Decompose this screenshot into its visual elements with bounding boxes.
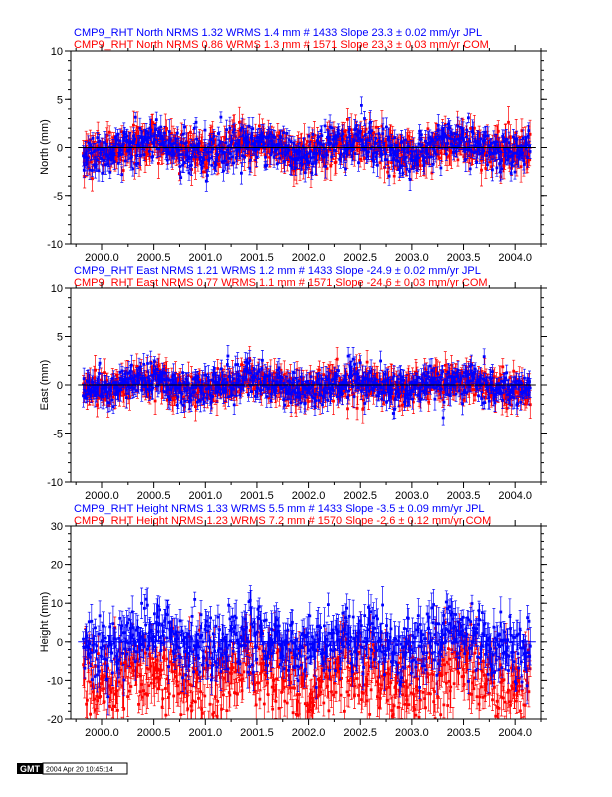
- x-tick-label: 2000.0: [85, 490, 119, 502]
- x-tick-label: 2002.5: [343, 490, 377, 502]
- x-tick-label: 2003.0: [395, 490, 429, 502]
- x-axis: 2000.0 2000.5 2001.0 2001.5 2002.0 2002.5 2003…: [75, 282, 542, 502]
- y-tick-label: 5: [57, 94, 63, 106]
- plot-area: [78, 585, 536, 719]
- x-tick-label: 2000.0: [85, 727, 119, 739]
- height-ylabel: Height (mm): [39, 592, 51, 653]
- x-tick-label: 2004.0: [498, 727, 532, 739]
- east-header-jpl: CMP9_RHT East NRMS 1.21 WRMS 1.2 mm # 14…: [74, 265, 481, 277]
- y-tick-label: 30: [51, 521, 63, 533]
- y-tick-label: 0: [57, 380, 63, 392]
- east-ylabel: East (mm): [39, 360, 51, 411]
- x-tick-label: 2002.0: [292, 490, 326, 502]
- x-tick-label: 2003.5: [447, 490, 481, 502]
- x-tick-label: 2000.5: [137, 727, 171, 739]
- east-header-com: CMP9_RHT East NRMS 0.77 WRMS 1.1 mm # 15…: [74, 277, 488, 289]
- plot-frame: [70, 525, 542, 720]
- y-tick-label: 10: [51, 46, 63, 58]
- x-tick-label: 2002.5: [343, 727, 377, 739]
- x-tick-label: 2000.0: [85, 252, 119, 264]
- x-axis: 2000.0 2000.5 2001.0 2001.5 2002.0 2002.5 2003…: [75, 520, 542, 739]
- y-axis: -10 -5 0 5 10: [47, 283, 547, 489]
- jpl-series: [82, 585, 532, 716]
- x-tick-label: 2001.5: [240, 727, 274, 739]
- height-header-com: CMP9_RHT Height NRMS 1.23 WRMS 7.2 mm # …: [74, 515, 491, 527]
- x-tick-label: 2000.5: [137, 252, 171, 264]
- y-tick-label: -10: [47, 477, 63, 489]
- x-tick-label: 2002.5: [343, 252, 377, 264]
- jpl-points: [82, 104, 532, 183]
- x-tick-label: 2001.5: [240, 252, 274, 264]
- north-header-jpl: CMP9_RHT North NRMS 1.32 WRMS 1.4 mm # 1…: [74, 27, 482, 39]
- jpl-points: [82, 597, 532, 699]
- x-tick-label: 2004.0: [498, 252, 532, 264]
- y-axis: -20 -10 0 10 20 30: [47, 521, 547, 726]
- y-tick-label: -5: [53, 429, 63, 441]
- y-tick-label: 0: [57, 143, 63, 155]
- x-tick-label: 2002.0: [292, 252, 326, 264]
- gmt-footer: GMT 2004 Apr 20 10:45:14: [17, 762, 128, 775]
- gmt-logo: GMT: [20, 764, 40, 774]
- x-tick-label: 2003.5: [447, 252, 481, 264]
- plot-area: [78, 345, 536, 426]
- y-tick-label: 20: [51, 560, 63, 572]
- y-tick-label: 10: [51, 283, 63, 295]
- x-tick-label: 2001.0: [188, 252, 222, 264]
- north-header-com: CMP9_RHT North NRMS 0.86 WRMS 1.3 mm # 1…: [74, 39, 489, 51]
- east-panel: 2000.0 2000.5 2001.0 2001.5 2002.0 2002.5 2003…: [47, 282, 547, 502]
- north-panel: 2000.0 2000.5 2001.0 2001.5 2002.0 2002.5 2003…: [47, 45, 547, 264]
- plot-area: [78, 96, 536, 192]
- x-tick-label: 2003.0: [395, 252, 429, 264]
- x-tick-label: 2001.0: [188, 490, 222, 502]
- y-tick-label: 5: [57, 332, 63, 344]
- x-tick-label: 2003.5: [447, 727, 481, 739]
- x-tick-label: 2001.0: [188, 727, 222, 739]
- y-tick-label: 0: [57, 637, 63, 649]
- timestamp-text: 2004 Apr 20 10:45:14: [46, 767, 113, 774]
- x-tick-label: 2003.0: [395, 727, 429, 739]
- north-ylabel: North (mm): [39, 119, 51, 175]
- y-tick-label: -10: [47, 239, 63, 251]
- x-tick-label: 2001.5: [240, 490, 274, 502]
- x-tick-label: 2002.0: [292, 727, 326, 739]
- height-panel: 2000.0 2000.5 2001.0 2001.5 2002.0 2002.5 2003…: [47, 520, 547, 739]
- gmt-logo-box: [17, 763, 43, 774]
- height-header-jpl: CMP9_RHT Height NRMS 1.33 WRMS 5.5 mm # …: [74, 503, 485, 515]
- y-tick-label: -10: [47, 675, 63, 687]
- x-tick-label: 2004.0: [498, 490, 532, 502]
- y-axis: -10 -5 0 5 10: [47, 46, 547, 251]
- y-tick-label: -20: [47, 714, 63, 726]
- jpl-series: [82, 96, 532, 192]
- x-tick-label: 2000.5: [137, 490, 171, 502]
- x-axis: 2000.0 2000.5 2001.0 2001.5 2002.0 2002.5 2003…: [75, 45, 542, 264]
- y-tick-label: 10: [51, 598, 63, 610]
- timestamp-box: [42, 762, 128, 775]
- y-tick-label: -5: [53, 191, 63, 203]
